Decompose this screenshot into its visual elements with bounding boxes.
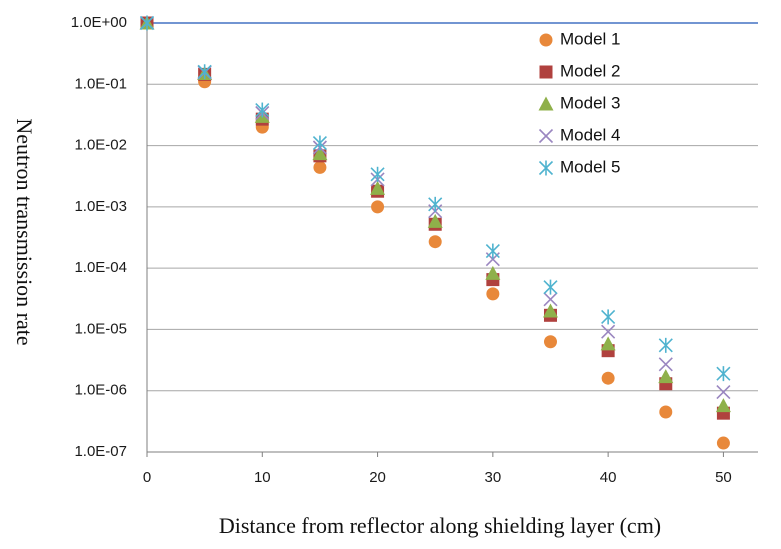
legend-marker bbox=[538, 96, 554, 111]
x-tick-label: 10 bbox=[254, 469, 271, 486]
y-tick-label: 1.0E-02 bbox=[74, 137, 127, 154]
series-model-5 bbox=[139, 15, 731, 382]
data-point bbox=[716, 436, 730, 450]
data-point bbox=[601, 309, 616, 325]
series-model-3 bbox=[139, 15, 731, 413]
y-tick-label: 1.0E-06 bbox=[74, 382, 127, 399]
data-point bbox=[658, 337, 673, 353]
data-point bbox=[658, 369, 674, 384]
data-point bbox=[197, 64, 212, 80]
y-tick-label: 1.0E-01 bbox=[74, 75, 127, 92]
data-point bbox=[542, 303, 558, 318]
legend-item: Model 1 bbox=[539, 29, 620, 48]
x-axis-title: Distance from reflector along shielding … bbox=[219, 513, 661, 538]
data-points bbox=[139, 15, 731, 450]
data-point bbox=[371, 200, 385, 214]
x-tick-label: 40 bbox=[600, 469, 617, 486]
legend-item: Model 5 bbox=[538, 157, 620, 176]
data-point bbox=[658, 357, 673, 372]
legend-marker bbox=[538, 128, 554, 144]
legend: Model 1 Model 2 Model 3 Model 4 Model 5 bbox=[538, 29, 620, 176]
series-model-1 bbox=[140, 16, 730, 450]
legend-item: Model 3 bbox=[538, 93, 620, 112]
x-tick-label: 30 bbox=[485, 469, 502, 486]
data-point bbox=[486, 287, 500, 301]
data-point bbox=[659, 405, 673, 419]
x-stroke bbox=[658, 357, 673, 372]
data-point bbox=[370, 180, 386, 195]
legend-label: Model 4 bbox=[560, 125, 620, 144]
data-point bbox=[485, 243, 500, 259]
y-tick-label: 1.0E-07 bbox=[74, 443, 127, 460]
y-axis-title: Neutron transmission rate bbox=[12, 118, 37, 345]
data-point bbox=[313, 160, 327, 174]
y-tick-label: 1.0E-05 bbox=[74, 320, 127, 337]
legend-marker bbox=[539, 33, 553, 47]
data-point bbox=[370, 166, 385, 182]
y-tick-label: 1.0E-04 bbox=[74, 259, 127, 276]
axes: 1.0E+00 1.0E-01 1.0E-02 1.0E-03 1.0E-04 1.0E-… bbox=[71, 14, 758, 486]
x-stroke bbox=[601, 324, 616, 339]
legend-marker bbox=[539, 65, 553, 79]
x-tick-label: 50 bbox=[715, 469, 732, 486]
data-point bbox=[543, 335, 557, 349]
data-point bbox=[601, 324, 616, 339]
x-stroke bbox=[543, 292, 558, 307]
legend-label: Model 5 bbox=[560, 157, 620, 176]
x-stroke bbox=[716, 385, 731, 400]
legend-item: Model 4 bbox=[538, 125, 620, 144]
data-point bbox=[601, 371, 615, 385]
data-point bbox=[428, 235, 442, 249]
data-point bbox=[716, 385, 731, 400]
legend-label: Model 1 bbox=[560, 29, 620, 48]
data-point bbox=[428, 196, 443, 212]
data-point bbox=[312, 146, 328, 161]
data-point bbox=[427, 213, 443, 228]
data-point bbox=[485, 265, 501, 280]
data-point bbox=[600, 336, 616, 351]
x-stroke bbox=[538, 128, 554, 144]
y-tick-label: 1.0E+00 bbox=[71, 14, 127, 31]
legend-label: Model 3 bbox=[560, 93, 620, 112]
gridlines bbox=[147, 22, 758, 453]
data-point bbox=[139, 15, 155, 31]
data-point bbox=[716, 366, 731, 382]
y-tick-label: 1.0E-03 bbox=[74, 198, 127, 215]
x-tick-label: 20 bbox=[369, 469, 386, 486]
legend-item: Model 2 bbox=[539, 61, 620, 80]
data-point bbox=[543, 279, 558, 295]
legend-marker bbox=[538, 160, 554, 176]
legend-label: Model 2 bbox=[560, 61, 620, 80]
x-tick-label: 0 bbox=[143, 469, 151, 486]
data-point bbox=[312, 135, 327, 151]
data-point bbox=[543, 292, 558, 307]
data-point bbox=[715, 398, 731, 413]
data-point bbox=[255, 102, 270, 118]
